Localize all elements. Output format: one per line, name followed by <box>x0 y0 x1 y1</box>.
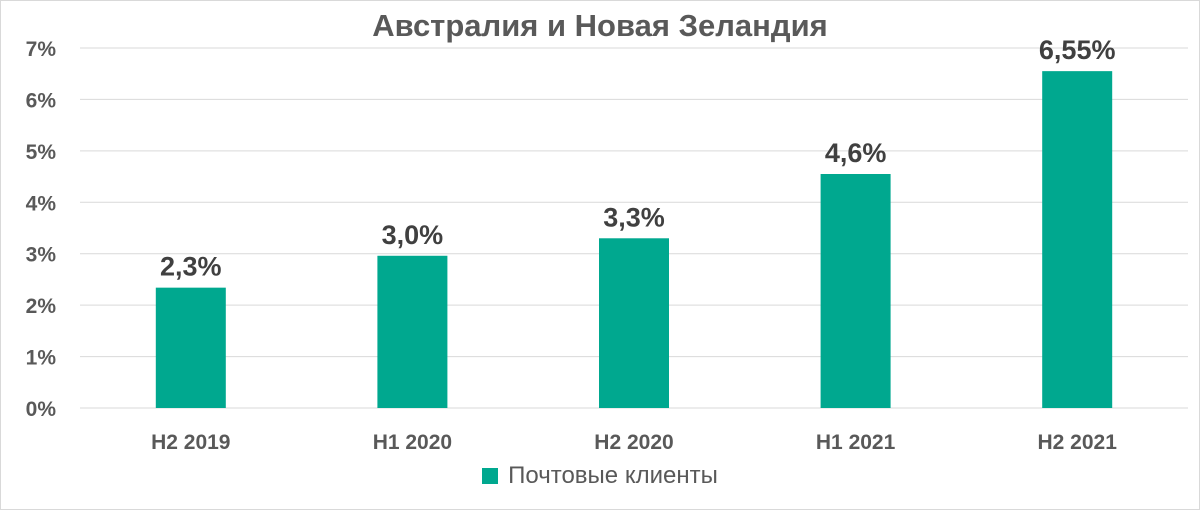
bar <box>155 287 226 408</box>
bar <box>377 255 448 408</box>
bar <box>599 238 669 408</box>
y-tick-label: 2% <box>26 295 57 318</box>
chart-title: Австралия и Новая Зеландия <box>372 8 828 43</box>
data-label: 6,55% <box>1039 35 1116 65</box>
legend-label: Почтовые клиенты <box>508 462 718 489</box>
data-label: 3,0% <box>382 220 444 250</box>
y-tick-label: 5% <box>26 141 57 164</box>
data-label: 4,6% <box>825 138 887 168</box>
legend-swatch <box>482 468 499 484</box>
y-tick-label: 1% <box>26 347 57 370</box>
y-tick-label: 0% <box>26 398 57 421</box>
x-tick-label: H1 2021 <box>816 431 896 454</box>
x-tick-label: H2 2019 <box>151 431 230 454</box>
data-label: 2,3% <box>160 252 222 282</box>
x-tick-label: H2 2021 <box>1037 431 1117 454</box>
y-tick-label: 7% <box>26 38 57 61</box>
legend: Почтовые клиенты <box>0 462 1200 490</box>
y-tick-label: 6% <box>26 89 57 112</box>
bar <box>1042 71 1113 409</box>
data-label: 3,3% <box>603 202 665 232</box>
x-tick-label: H1 2020 <box>373 431 452 454</box>
x-tick-label: H2 2020 <box>594 431 673 454</box>
y-tick-label: 4% <box>26 192 57 215</box>
y-tick-label: 3% <box>26 244 57 267</box>
bar <box>820 174 891 408</box>
